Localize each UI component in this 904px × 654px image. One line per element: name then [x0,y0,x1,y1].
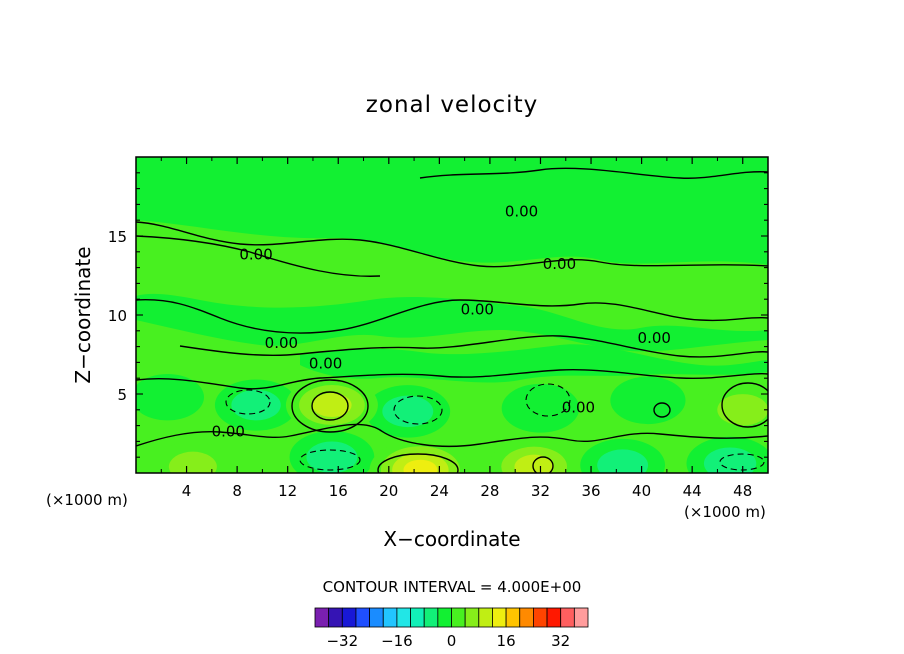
chart-title: zonal velocity [366,92,538,118]
contour-label: 0.00 [562,399,595,417]
contour-line [136,221,768,268]
x-tick-label: 20 [379,482,398,500]
contour-feature [312,393,352,418]
x-tick-label: 12 [278,482,297,500]
contour-feature [597,449,649,473]
colorbar-swatch [560,607,575,628]
contour-features [136,373,768,473]
x-ticks: 4 8 12 16 20 24 28 32 36 40 44 48 [160,157,752,500]
x-tick-label: 24 [430,482,449,500]
contour-feature [231,389,281,421]
colorbar-swatch [423,607,439,628]
colorbar-swatch [533,607,548,628]
colorbar-swatch [573,607,589,628]
contour-line-negative [393,395,443,425]
contour-feature [501,383,580,433]
contour-line [136,298,768,334]
contour-labels: 0.00 0.00 0.00 0.00 0.00 0.00 0.00 0.00 0.00 [212,203,671,441]
contour-feature [703,447,757,473]
contour-line [532,456,554,473]
colorbar-labels: −32 −16 0 16 32 [326,632,570,650]
colorbar-swatch [451,607,466,628]
contour-feature [610,376,686,425]
contour-line-negative [299,449,361,471]
colorbar-tick-label: −32 [326,632,358,650]
x-tick-label: 36 [581,482,600,500]
band-green-deep [300,344,768,383]
y-ticks: 5 10 15 [108,172,768,458]
colorbar-swatch [382,607,398,628]
contour-label: 0.00 [461,301,494,319]
colorbar-swatch [328,607,343,628]
contour-interval-label: CONTOUR INTERVAL = 4.000E+00 [323,578,582,596]
colorbar-tick-label: 16 [497,632,516,650]
colorbar-swatch [492,607,507,628]
contour-line [136,235,381,277]
colorbar-swatch [314,607,330,628]
contour-label: 0.00 [309,354,342,372]
contour-line [311,391,349,421]
y-axis-label: Z−coordinate [71,246,95,383]
contour-line [136,423,768,448]
colorbar-swatch [505,607,521,628]
x-unit-right: (×1000 m) [684,503,766,521]
negative-contours [225,383,765,471]
y-tick-label: 5 [117,386,127,404]
contour-label: 0.00 [543,255,576,273]
contour-lines [136,167,768,473]
contour-feature [306,441,358,473]
colorbar-swatch [478,607,493,628]
colorbar-swatch [369,607,384,628]
x-tick-label: 16 [329,482,348,500]
colorbar-tick-label: −16 [381,632,413,650]
contour-feature [168,451,217,473]
colorbar-swatch [396,607,411,628]
x-tick-label: 44 [683,482,702,500]
contour-feature [514,454,554,473]
contour-line-negative [225,389,271,415]
contour-feature [717,394,768,426]
colorbar-swatch [341,607,357,628]
contour-label: 0.00 [265,334,298,352]
colorbar-swatch [410,607,425,628]
colorbar-tick-label: 32 [551,632,570,650]
colorbar-swatch [519,607,534,628]
contour-line [653,402,671,418]
colorbar [314,607,589,628]
contour-feature [136,373,204,421]
contour-line [291,379,369,433]
x-tick-label: 4 [182,482,192,500]
contour-label: 0.00 [638,329,671,347]
contour-line-negative [719,453,765,471]
contour-feature [403,459,438,473]
contour-label: 0.00 [212,422,245,440]
x-axis-label: X−coordinate [383,527,520,551]
colorbar-swatch [355,607,371,628]
x-tick-label: 28 [480,482,499,500]
colorbar-swatch [464,607,480,628]
contour-line-negative [525,383,571,417]
contour-line [721,382,768,428]
contour-label: 0.00 [239,245,272,263]
x-tick-label: 48 [733,482,752,500]
colorbar-swatch [437,607,452,628]
y-tick-label: 15 [108,228,127,246]
x-tick-label: 40 [632,482,651,500]
contour-label: 0.00 [505,203,538,221]
colorbar-tick-label: 0 [447,632,457,650]
contour-feature [382,395,434,428]
contour-line [179,335,768,358]
x-tick-label: 8 [232,482,242,500]
x-tick-label: 32 [531,482,550,500]
x-unit-left: (×1000 m) [46,491,128,509]
contour-line [419,167,768,179]
contour-line [136,368,768,390]
colorbar-swatch [546,607,562,628]
contour-line [377,453,459,473]
y-tick-label: 10 [108,307,127,325]
